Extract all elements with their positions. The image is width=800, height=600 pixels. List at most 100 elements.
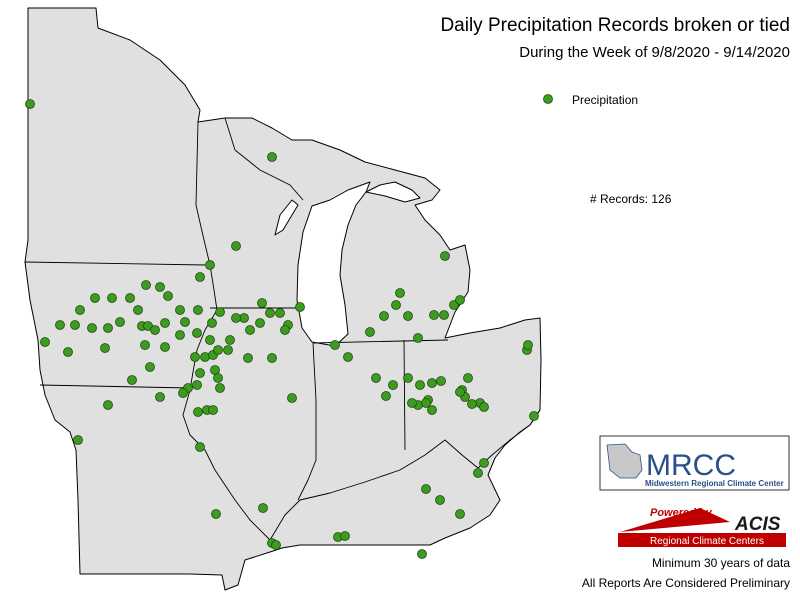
record-dot — [163, 291, 173, 301]
record-dot — [63, 347, 73, 357]
record-dot — [265, 308, 275, 318]
state-border — [269, 409, 541, 541]
state-border — [297, 342, 317, 501]
state-border — [224, 117, 304, 201]
record-dot — [267, 353, 277, 363]
record-dot — [287, 393, 297, 403]
record-dot — [455, 509, 465, 519]
record-dot — [455, 387, 465, 397]
footer-note: Minimum 30 years of data — [652, 556, 790, 570]
record-dot — [205, 260, 215, 270]
record-dot — [115, 317, 125, 327]
record-dot — [175, 305, 185, 315]
record-dot — [267, 152, 277, 162]
record-dot — [439, 310, 449, 320]
record-dot — [275, 308, 285, 318]
record-dot — [140, 340, 150, 350]
record-count-value: 126 — [651, 192, 671, 206]
record-dot — [190, 352, 200, 362]
legend-marker — [543, 94, 553, 104]
legend-label: Precipitation — [572, 93, 638, 107]
record-dot — [195, 368, 205, 378]
record-dot — [421, 398, 431, 408]
record-dot — [365, 327, 375, 337]
lake-michigan — [296, 181, 371, 347]
record-dot — [371, 373, 381, 383]
state-border — [39, 384, 191, 389]
record-dot — [427, 405, 437, 415]
record-dot — [40, 337, 50, 347]
record-dot — [473, 468, 483, 478]
record-dot — [280, 325, 290, 335]
record-dot — [213, 373, 223, 383]
record-dot — [379, 311, 389, 321]
subtitle: During the Week of 9/8/2020 - 9/14/2020 — [519, 44, 790, 61]
acis-logo: Powered by ACIS Regional Climate Centers — [618, 507, 786, 547]
region-outline — [24, 7, 542, 591]
record-dot — [343, 352, 353, 362]
midwest-map — [24, 7, 542, 591]
straits — [365, 181, 421, 203]
record-dot — [243, 353, 253, 363]
record-dot — [55, 320, 65, 330]
record-dot — [440, 251, 450, 261]
record-dot — [160, 342, 170, 352]
record-dot — [257, 298, 267, 308]
mrcc-logo: MRCC Midwestern Regional Climate Center — [599, 435, 790, 491]
record-dot — [213, 345, 223, 355]
record-dot — [75, 305, 85, 315]
record-dot — [330, 340, 340, 350]
logo-rcc: Regional Climate Centers — [650, 536, 764, 547]
record-dot — [205, 335, 215, 345]
state-border — [24, 261, 206, 266]
footer-disclaimer: All Reports Are Considered Preliminary — [582, 576, 790, 590]
record-dot — [160, 318, 170, 328]
record-dots — [25, 99, 539, 559]
record-dot — [403, 373, 413, 383]
record-dot — [407, 398, 417, 408]
record-dot — [195, 442, 205, 452]
record-dot — [231, 241, 241, 251]
record-dot — [103, 400, 113, 410]
record-dot — [225, 335, 235, 345]
record-dot — [25, 99, 35, 109]
record-dot — [435, 495, 445, 505]
record-dot — [529, 411, 539, 421]
logo-map — [606, 443, 643, 479]
record-dot — [70, 320, 80, 330]
record-dot — [417, 549, 427, 559]
record-dot — [523, 340, 533, 350]
record-dot — [463, 373, 473, 383]
record-dot — [413, 333, 423, 343]
record-dot — [155, 392, 165, 402]
record-dot — [215, 307, 225, 317]
record-dot — [415, 380, 425, 390]
record-dot — [429, 310, 439, 320]
logo-band — [618, 533, 786, 547]
record-dot — [381, 391, 391, 401]
record-dot — [467, 399, 477, 409]
green-bay — [274, 199, 299, 236]
record-dot — [192, 328, 202, 338]
record-dot — [100, 343, 110, 353]
record-dot — [479, 402, 489, 412]
record-dot — [200, 352, 210, 362]
record-dot — [90, 293, 100, 303]
record-dot — [388, 380, 398, 390]
title: Daily Precipitation Records broken or ti… — [440, 15, 790, 36]
logo-mrcc: MRCC — [646, 449, 736, 482]
record-dot — [395, 288, 405, 298]
record-dot — [195, 272, 205, 282]
record-dot — [207, 318, 217, 328]
record-dot — [127, 375, 137, 385]
state-border — [403, 339, 406, 451]
record-dot — [208, 405, 218, 415]
record-dot — [178, 388, 188, 398]
record-dot — [436, 376, 446, 386]
record-dot — [231, 313, 241, 323]
record-dot — [87, 323, 97, 333]
logo-acis: ACIS — [734, 514, 781, 535]
record-dot — [107, 293, 117, 303]
record-dot — [125, 293, 135, 303]
